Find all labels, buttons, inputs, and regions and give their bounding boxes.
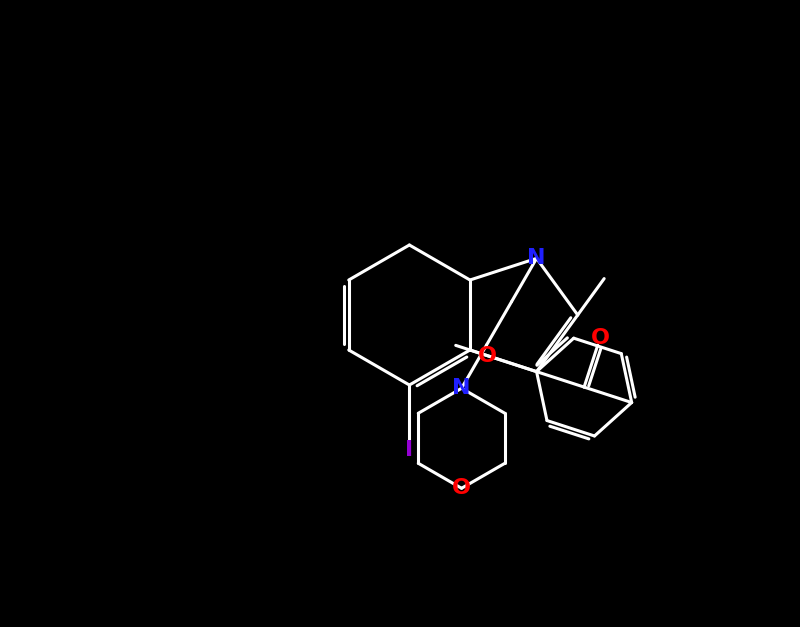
Text: I: I — [406, 440, 414, 460]
Text: O: O — [590, 328, 610, 347]
Text: O: O — [452, 478, 471, 498]
Text: N: N — [527, 248, 546, 268]
Text: N: N — [452, 378, 471, 398]
Text: O: O — [478, 345, 497, 366]
